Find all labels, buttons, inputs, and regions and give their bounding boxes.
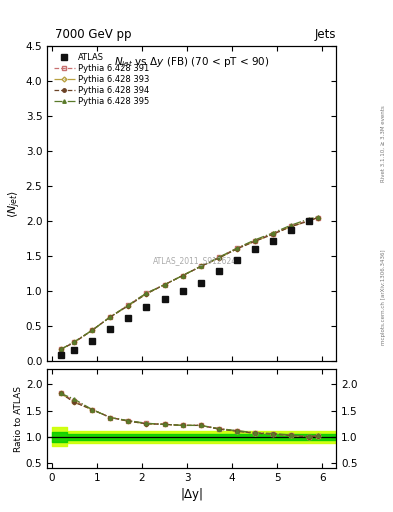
Text: Rivet 3.1.10, ≥ 3.3M events: Rivet 3.1.10, ≥ 3.3M events [381,105,386,182]
Text: $N_{jet}$ vs $\Delta y$ (FB) (70 < pT < 90): $N_{jet}$ vs $\Delta y$ (FB) (70 < pT < … [114,55,269,70]
Y-axis label: Ratio to ATLAS: Ratio to ATLAS [14,386,23,452]
Text: ATLAS_2011_S9126244: ATLAS_2011_S9126244 [153,255,242,265]
Y-axis label: $\langle N_{jet}\rangle$: $\langle N_{jet}\rangle$ [7,189,23,218]
Text: mcplots.cern.ch [arXiv:1306.3436]: mcplots.cern.ch [arXiv:1306.3436] [381,249,386,345]
X-axis label: |$\Delta$y|: |$\Delta$y| [180,486,203,503]
Text: Jets: Jets [314,28,336,41]
Text: 7000 GeV pp: 7000 GeV pp [55,28,132,41]
Legend: ATLAS, Pythia 6.428 391, Pythia 6.428 393, Pythia 6.428 394, Pythia 6.428 395: ATLAS, Pythia 6.428 391, Pythia 6.428 39… [51,50,152,109]
